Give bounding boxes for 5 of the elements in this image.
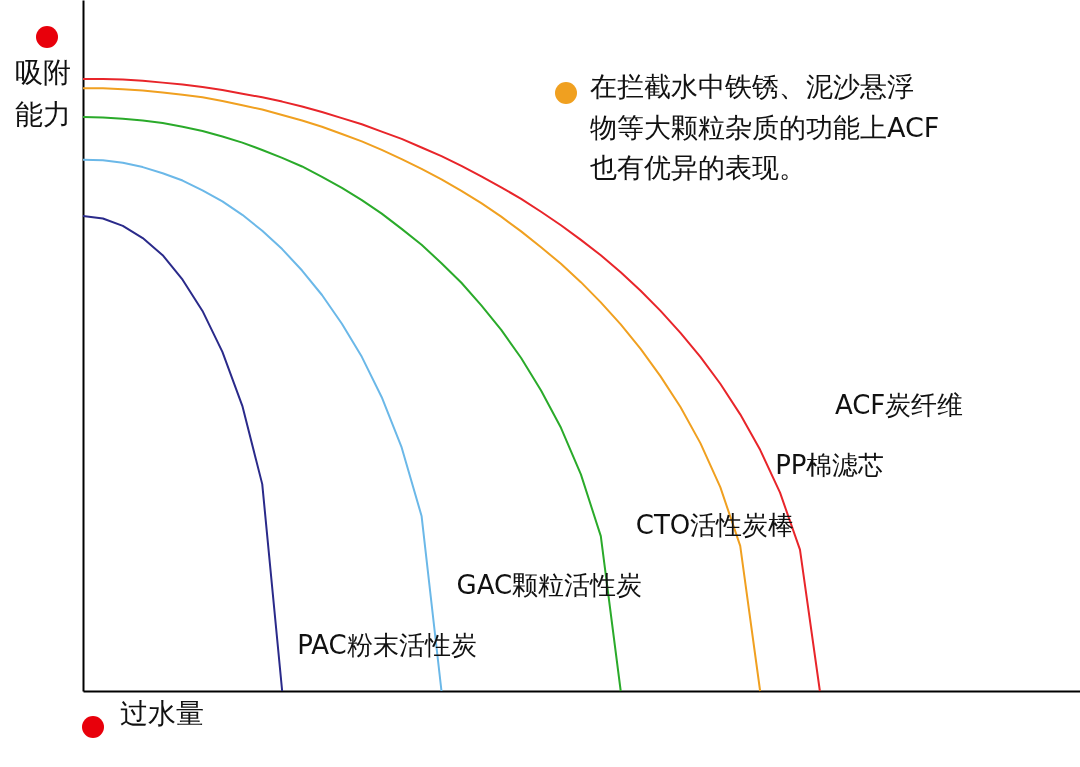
y-axis-title: 吸附能力 [15, 56, 71, 131]
annotation: 在拦截水中铁锈、泥沙悬浮物等大颗粒杂质的功能上ACF也有优异的表现。 [590, 71, 940, 183]
x-axis-title: 过水量 [120, 697, 204, 730]
text: PP棉滤芯 [775, 450, 885, 480]
text: ACF炭纤维 [834, 390, 964, 420]
